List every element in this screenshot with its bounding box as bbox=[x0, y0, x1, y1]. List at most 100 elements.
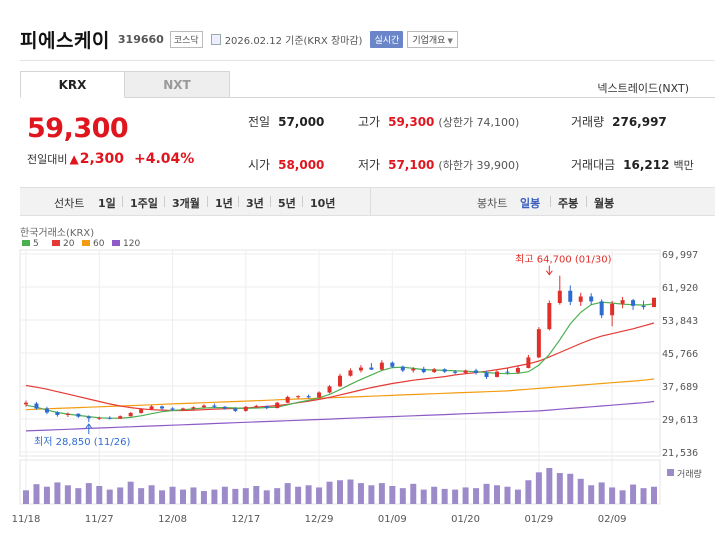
volume-bar bbox=[232, 488, 239, 504]
candle-body bbox=[55, 412, 60, 415]
volume-bar bbox=[556, 473, 563, 504]
stat-label: 거래대금 bbox=[571, 158, 616, 172]
stat-open: 시가 58,000 bbox=[248, 156, 324, 173]
change-label: 전일대비 bbox=[27, 153, 68, 166]
document-icon bbox=[210, 33, 221, 45]
x-tick-label: 01/09 bbox=[378, 514, 407, 525]
candle-body bbox=[442, 369, 447, 372]
x-tick-label: 11/27 bbox=[85, 514, 114, 525]
min-price-label: 최저 28,850 (11/26) bbox=[34, 436, 130, 448]
stat-amount: 거래대금 16,212 백만 bbox=[571, 156, 694, 173]
legend-label: 20 bbox=[63, 239, 75, 249]
divider bbox=[270, 196, 271, 207]
change-value: 2,300 bbox=[79, 151, 125, 167]
up-triangle-icon: ▲ bbox=[69, 152, 79, 166]
tab-krx[interactable]: KRX bbox=[20, 71, 125, 98]
volume-bar bbox=[368, 485, 375, 504]
candle-body bbox=[24, 402, 28, 405]
candle-body bbox=[44, 408, 49, 413]
volume-bar bbox=[452, 489, 459, 504]
stat-value: 57,000 bbox=[278, 115, 325, 129]
volume-bar bbox=[221, 486, 228, 504]
legend-label: 120 bbox=[123, 239, 140, 249]
max-arrow-head bbox=[545, 270, 553, 276]
volume-bar bbox=[598, 482, 605, 504]
candle-body bbox=[243, 406, 248, 411]
min-arrow-head bbox=[85, 423, 93, 429]
volume-bar bbox=[96, 486, 103, 504]
candle-body bbox=[495, 371, 499, 377]
legend-swatch bbox=[52, 240, 60, 246]
stock-code: 319660 bbox=[117, 32, 164, 46]
stat-value: 16,212 bbox=[623, 158, 670, 172]
volume-bar bbox=[420, 489, 427, 504]
volume-bar bbox=[378, 483, 385, 504]
period-3m[interactable]: 3개월 bbox=[172, 197, 200, 210]
volume-bar bbox=[263, 490, 270, 504]
period-1d[interactable]: 1일 bbox=[98, 197, 116, 210]
candle-body bbox=[379, 362, 384, 370]
volume-bar bbox=[567, 473, 574, 504]
ma5-line bbox=[25, 301, 655, 419]
volume-bar bbox=[389, 486, 396, 504]
volume-bar bbox=[546, 468, 553, 504]
stat-label: 전일 bbox=[248, 115, 271, 129]
stat-low: 저가 57,100 (하한가 39,900) bbox=[358, 156, 519, 173]
period-1w[interactable]: 1주일 bbox=[130, 197, 158, 210]
nextrade-link[interactable]: 넥스트레이드(NXT) bbox=[597, 82, 689, 95]
volume-bar bbox=[211, 489, 218, 504]
candle-body bbox=[526, 357, 531, 368]
stat-prev-close: 전일 57,000 bbox=[248, 113, 324, 130]
volume-bar bbox=[274, 488, 281, 504]
x-tick-label: 02/09 bbox=[598, 514, 627, 525]
candle-body bbox=[170, 408, 175, 410]
candle-body bbox=[589, 296, 594, 302]
stock-name: 피에스케이 bbox=[20, 29, 110, 52]
x-tick-label: 11/18 bbox=[12, 514, 41, 525]
stat-volume: 거래량 276,997 bbox=[571, 113, 667, 130]
candle-body bbox=[599, 301, 604, 316]
period-5y[interactable]: 5년 bbox=[278, 197, 296, 210]
candle-body bbox=[139, 409, 144, 413]
volume-bar bbox=[347, 479, 354, 504]
volume-bar bbox=[483, 483, 490, 504]
volume-bar bbox=[630, 484, 637, 504]
candle-body bbox=[515, 367, 520, 373]
y-tick-label: 53,843 bbox=[662, 316, 698, 327]
candle-body bbox=[348, 370, 353, 376]
volume-bar bbox=[462, 487, 469, 504]
candle-body bbox=[128, 412, 133, 417]
candle-body bbox=[222, 406, 227, 409]
realtime-button[interactable]: 실시간 bbox=[370, 30, 404, 48]
volume-bar bbox=[242, 488, 249, 504]
chart-svg[interactable]: 한국거래소(KRX)5 20 60 120 69,997 61,920 53,843 45,7… bbox=[0, 220, 715, 538]
tab-nxt[interactable]: NXT bbox=[125, 71, 230, 98]
volume-bar bbox=[295, 486, 302, 504]
period-3y[interactable]: 3년 bbox=[246, 197, 264, 210]
candle-daily[interactable]: 일봉 bbox=[520, 197, 541, 210]
candle-body bbox=[233, 408, 238, 411]
legend-swatch bbox=[22, 240, 30, 246]
line-chart-label: 선차트 bbox=[54, 197, 85, 210]
toolbar-divider bbox=[370, 188, 371, 215]
divider bbox=[550, 196, 551, 207]
candle-body bbox=[160, 406, 165, 409]
stock-chart[interactable]: 한국거래소(KRX) 5 20 60 120 69,997 61,920 53,843 45,7… bbox=[0, 220, 715, 538]
candle-body bbox=[484, 372, 489, 377]
candle-monthly[interactable]: 월봉 bbox=[594, 197, 615, 210]
candle-weekly[interactable]: 주봉 bbox=[558, 197, 579, 210]
volume-bar bbox=[75, 488, 82, 504]
volume-bar bbox=[284, 483, 291, 504]
period-1y[interactable]: 1년 bbox=[215, 197, 233, 210]
candle-body bbox=[212, 405, 217, 407]
stat-label: 거래량 bbox=[571, 115, 605, 129]
candle-body bbox=[400, 366, 405, 371]
company-info-button[interactable]: 기업개요 ▼ bbox=[407, 30, 458, 48]
period-10y[interactable]: 10년 bbox=[310, 197, 336, 210]
candle-body bbox=[421, 368, 426, 373]
price-change: 전일대비 ▲ 2,300 +4.04% bbox=[27, 151, 194, 167]
company-info-label: 기업개요 bbox=[412, 35, 446, 46]
y-tick-label: 61,920 bbox=[662, 283, 698, 294]
volume-bar bbox=[577, 478, 584, 504]
stock-header: 피에스케이 319660 코스닥 2026.02.12 기준(KRX 장마감) … bbox=[20, 26, 458, 52]
